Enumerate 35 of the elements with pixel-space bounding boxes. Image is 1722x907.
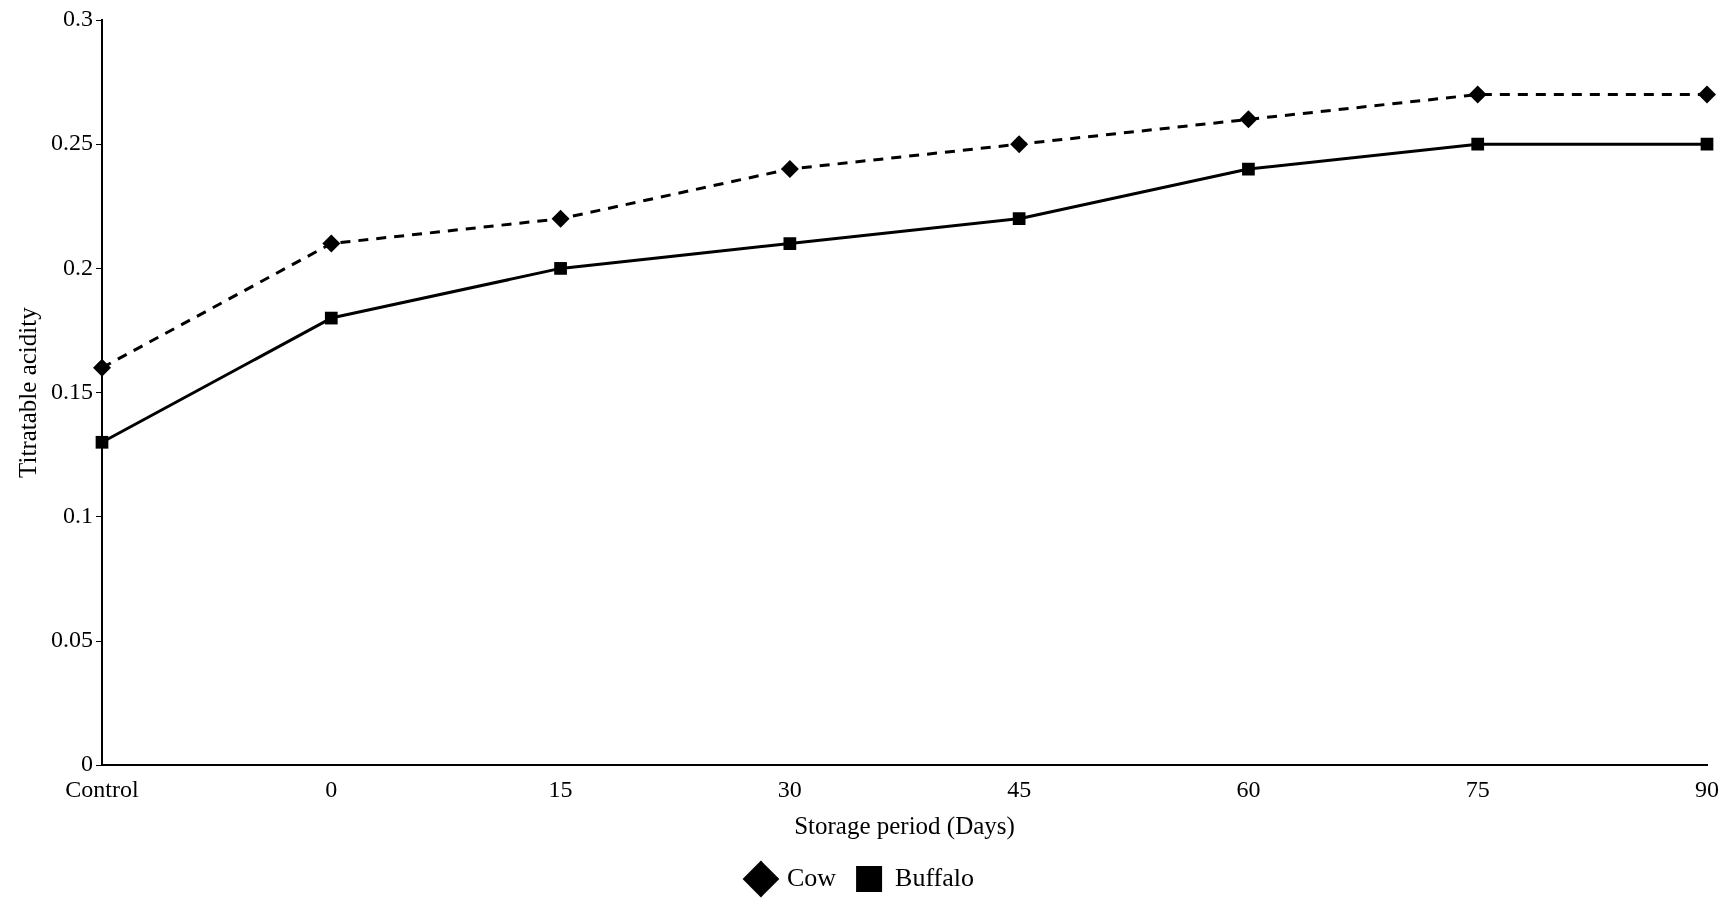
y-axis-title: Titratable acidity xyxy=(13,306,41,478)
point xyxy=(1239,110,1258,129)
x-tick-label: 90 xyxy=(1695,775,1719,802)
point xyxy=(1468,85,1487,104)
legend-label: Buffalo xyxy=(895,862,975,892)
point xyxy=(95,435,109,449)
point xyxy=(322,234,341,253)
y-tick-label: 0.1 xyxy=(63,502,93,529)
point xyxy=(1242,162,1255,176)
x-tick-label: Control xyxy=(65,775,139,802)
legend-label: Cow xyxy=(786,862,837,892)
x-axis-title: Storage period (Days) xyxy=(794,811,1015,840)
x-tick-label: 75 xyxy=(1465,775,1490,802)
x-tick-label: 60 xyxy=(1236,775,1261,802)
point xyxy=(1010,135,1029,154)
point xyxy=(1012,212,1026,226)
x-tick-label: 15 xyxy=(548,775,573,802)
point xyxy=(1698,85,1716,104)
point xyxy=(1700,137,1714,151)
y-tick-label: 0 xyxy=(81,750,93,777)
point xyxy=(551,209,570,228)
x-tick-label: 0 xyxy=(325,775,338,802)
point xyxy=(93,358,111,377)
point xyxy=(783,237,797,250)
point xyxy=(780,160,799,179)
y-tick-label: 0.2 xyxy=(63,253,93,280)
y-tick-label: 0.05 xyxy=(51,626,93,653)
y-tick-label: 0.25 xyxy=(51,129,93,156)
point xyxy=(324,311,338,325)
point xyxy=(1471,137,1485,151)
y-tick-label: 0.15 xyxy=(51,377,93,404)
y-tick-label: 0.3 xyxy=(63,5,93,32)
x-tick-label: 30 xyxy=(777,775,802,802)
x-tick-label: 45 xyxy=(1007,775,1032,802)
point xyxy=(554,262,567,275)
